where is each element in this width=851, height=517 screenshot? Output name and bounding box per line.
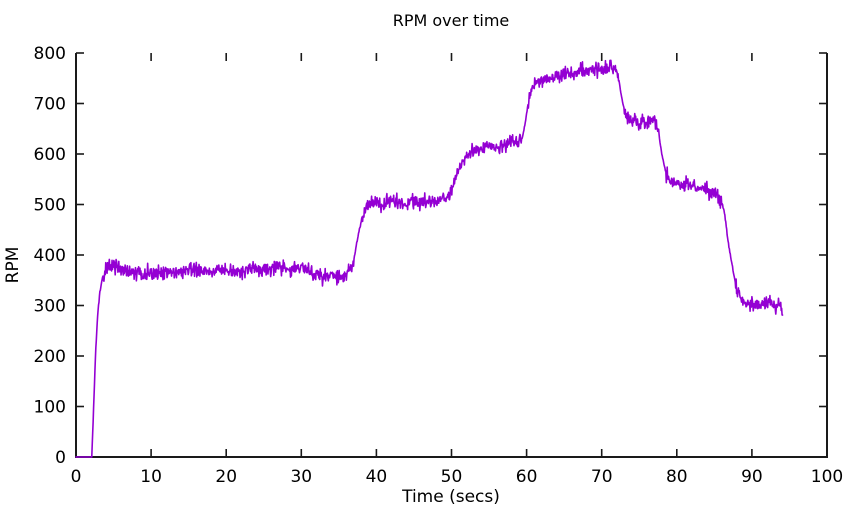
- data-series-group: [75, 59, 784, 458]
- y-tick-label: 600: [34, 145, 66, 165]
- x-tick-label: 0: [71, 467, 82, 487]
- series-line-rpm: [75, 59, 784, 458]
- x-tick-label: 70: [591, 467, 613, 487]
- y-tick-label: 500: [34, 196, 66, 216]
- x-tick-label: 10: [140, 467, 162, 487]
- x-axis-ticks: 0 10 20 30 40 50 60 70 80 90 100: [71, 53, 843, 487]
- x-tick-label: 50: [441, 467, 463, 487]
- chart-title: RPM over time: [393, 11, 510, 30]
- x-tick-label: 90: [741, 467, 763, 487]
- y-tick-label: 400: [34, 246, 66, 266]
- y-tick-label: 800: [34, 44, 66, 64]
- y-tick-label: 200: [34, 347, 66, 367]
- y-tick-label: 300: [34, 297, 66, 317]
- x-tick-label: 80: [666, 467, 688, 487]
- x-tick-label: 100: [811, 467, 843, 487]
- y-tick-label: 0: [55, 448, 66, 468]
- x-tick-label: 60: [516, 467, 538, 487]
- plot-frame: [75, 53, 828, 458]
- y-axis-title: RPM: [3, 247, 23, 284]
- y-tick-label: 700: [34, 95, 66, 115]
- x-tick-label: 20: [215, 467, 237, 487]
- x-tick-label: 30: [290, 467, 312, 487]
- y-tick-label: 100: [34, 398, 66, 418]
- x-axis-title: Time (secs): [401, 487, 500, 507]
- x-tick-label: 40: [366, 467, 388, 487]
- y-axis-ticks: 0 100 200 300 400 500 600 700 800: [34, 44, 827, 468]
